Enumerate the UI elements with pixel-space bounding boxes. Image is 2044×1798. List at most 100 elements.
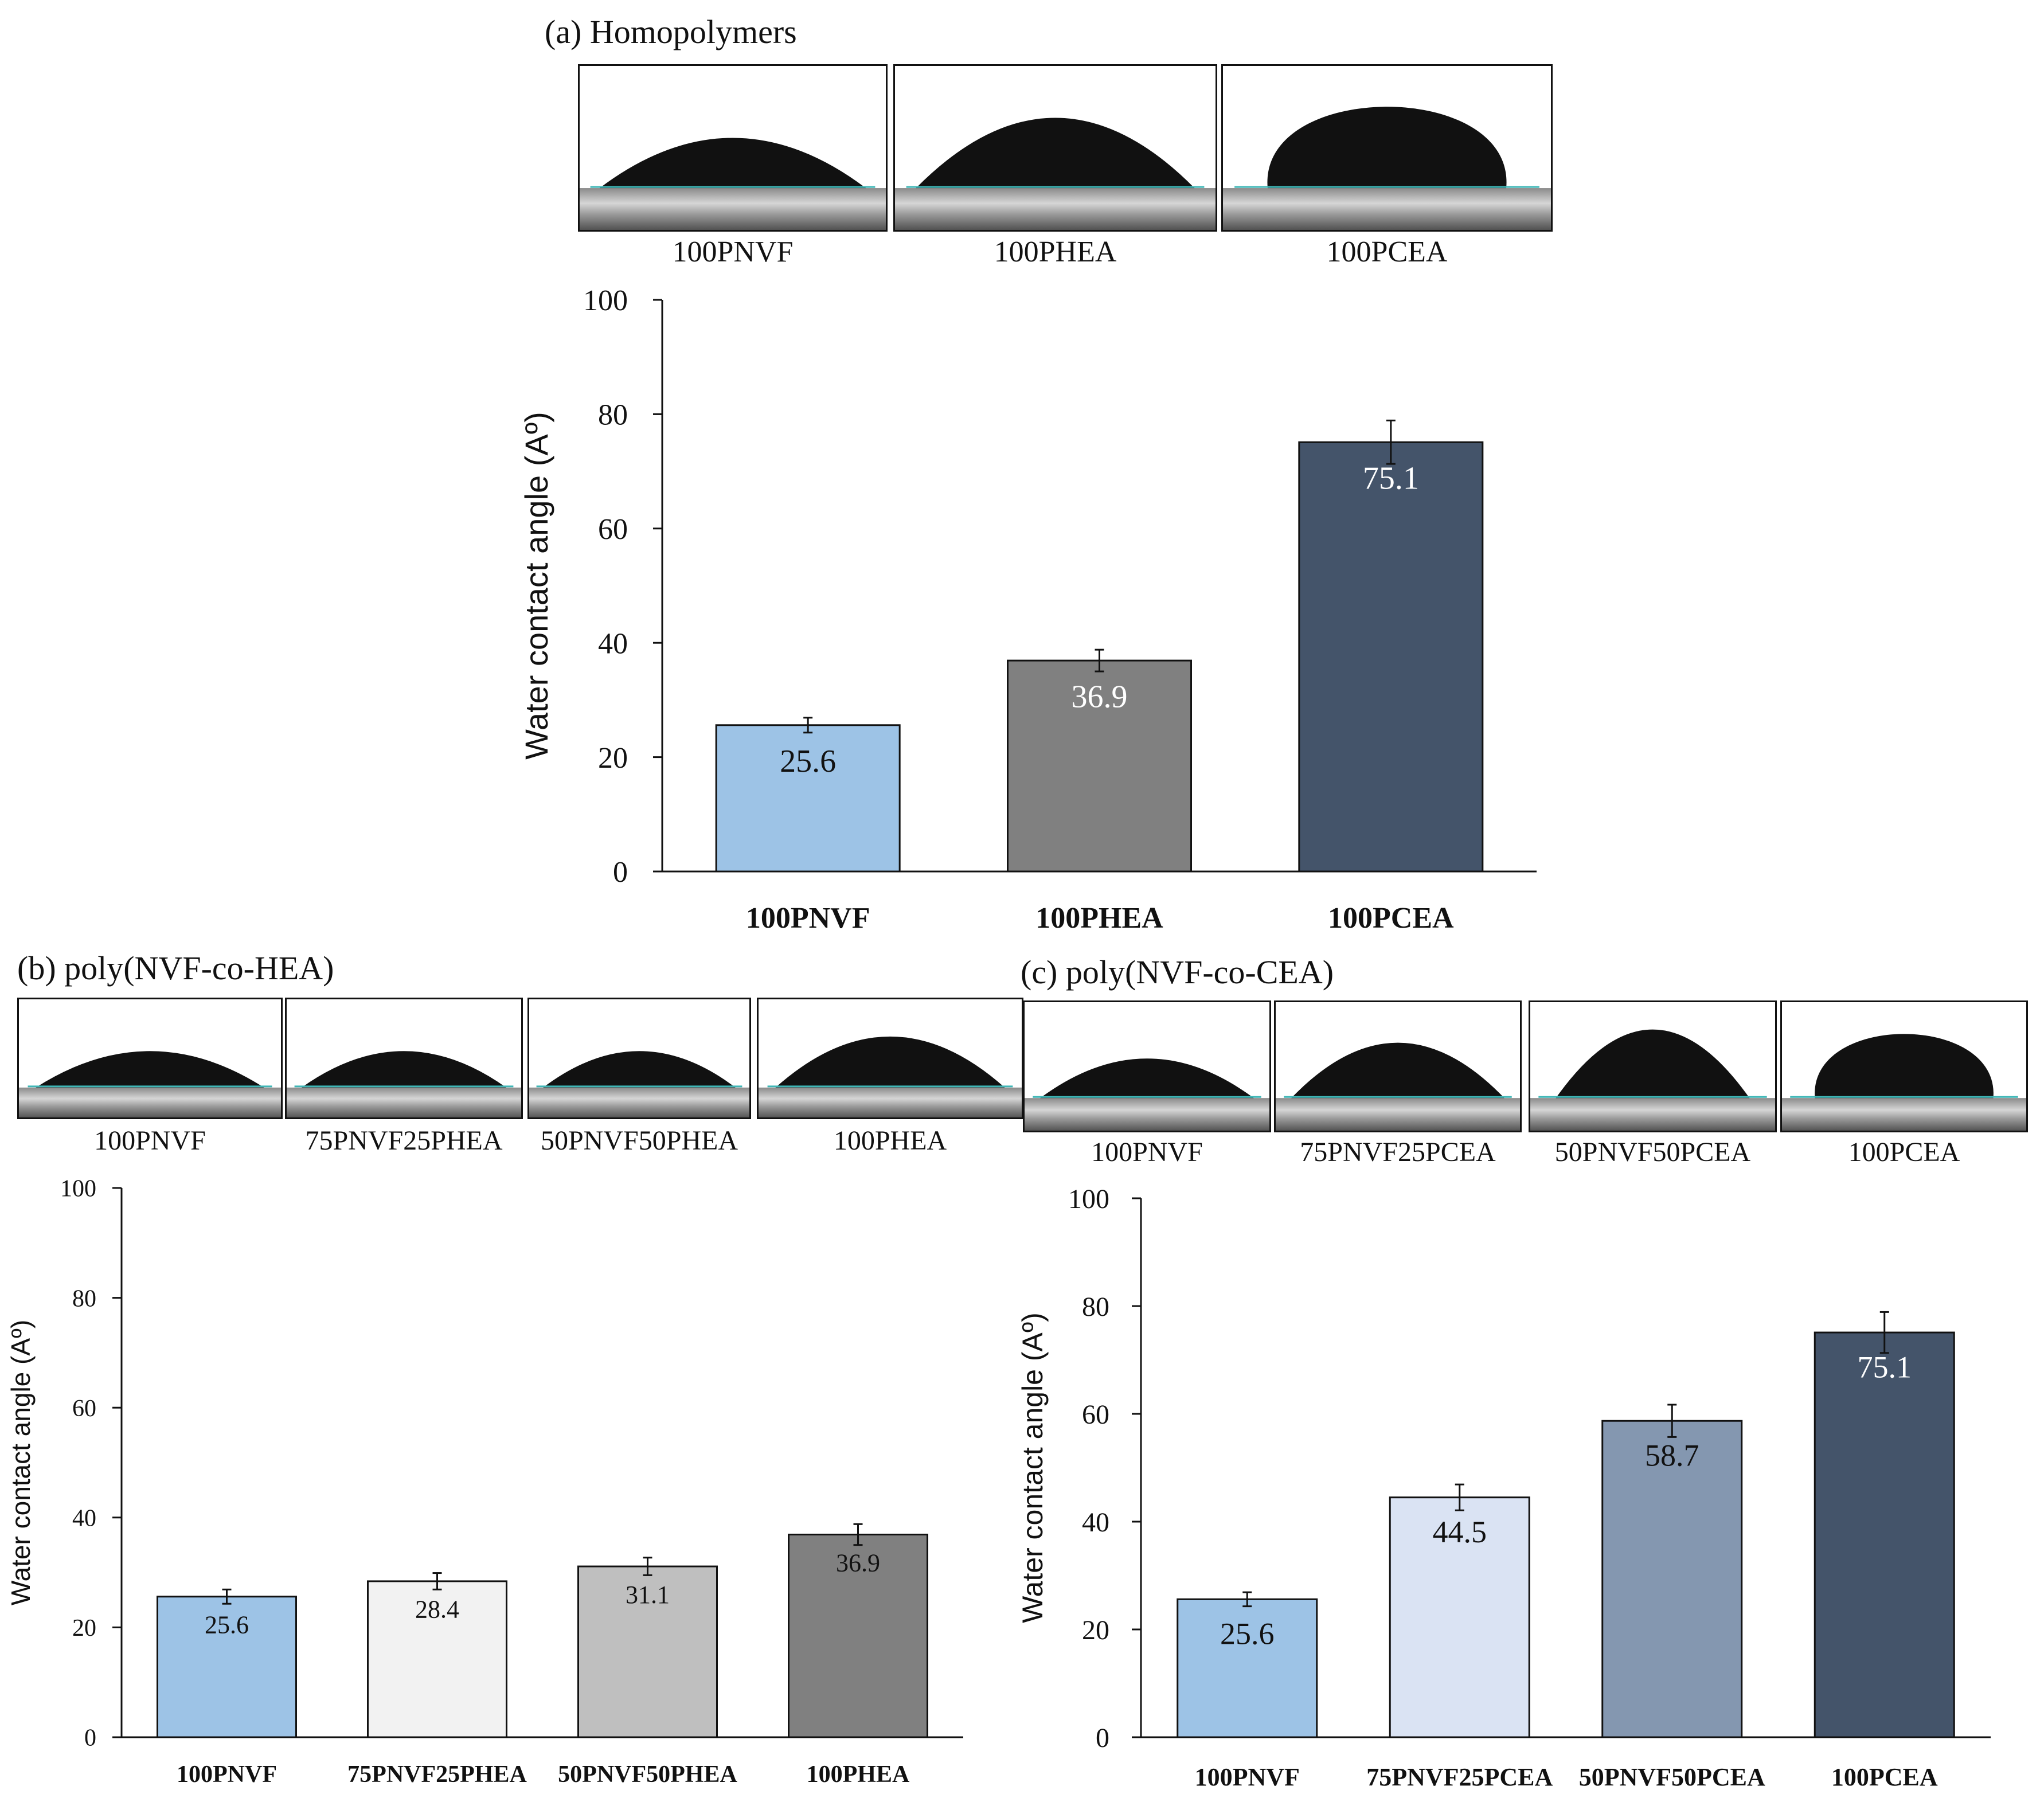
y-tick-label: 80	[72, 1285, 96, 1312]
water-droplet	[599, 138, 866, 189]
data-label: 25.6	[780, 744, 836, 779]
y-tick-label: 20	[598, 742, 628, 775]
data-label: 25.6	[1220, 1617, 1275, 1651]
category-label: 100PCEA	[1831, 1763, 1938, 1791]
substrate	[1023, 1098, 1271, 1132]
bar-100PNVF	[715, 724, 901, 873]
data-label: 75.1	[1858, 1350, 1912, 1384]
substrate	[527, 1087, 751, 1119]
photo-label: 100PCEA	[1848, 1137, 1960, 1167]
y-axis-label: Water contact angle (Aº)	[1017, 1312, 1049, 1623]
photo-label: 50PNVF50PCEA	[1554, 1137, 1751, 1167]
category-label: 100PCEA	[1328, 902, 1454, 935]
water-droplet	[1267, 107, 1507, 189]
data-label: 31.1	[626, 1581, 670, 1609]
droplet-photo	[527, 998, 751, 1119]
y-tick-label: 0	[613, 856, 628, 889]
bar-100PNVF	[157, 1596, 297, 1738]
substrate	[285, 1087, 523, 1119]
substrate	[1529, 1098, 1777, 1132]
bar-100PHEA	[1007, 659, 1192, 873]
category-label: 75PNVF25PCEA	[1366, 1763, 1553, 1791]
y-tick-label: 0	[84, 1725, 96, 1752]
y-tick-label: 40	[598, 627, 628, 660]
category-label: 100PHEA	[807, 1761, 910, 1788]
water-droplet	[916, 118, 1195, 189]
substrate	[757, 1087, 1023, 1119]
category-label: 100PNVF	[1195, 1763, 1300, 1791]
bar-100PCEA	[1298, 441, 1484, 873]
water-droplet	[1291, 1042, 1504, 1099]
y-tick-label: 80	[1082, 1292, 1109, 1322]
y-tick-label: 100	[1068, 1184, 1109, 1214]
y-tick-label: 20	[1082, 1615, 1109, 1645]
category-label: 75PNVF25PHEA	[347, 1761, 527, 1788]
category-label: 50PNVF50PHEA	[558, 1761, 737, 1788]
y-axis-label: Water contact angle (Aº)	[6, 1320, 36, 1605]
droplet-photo	[285, 998, 523, 1119]
substrate	[893, 188, 1217, 232]
photo-label: 50PNVF50PHEA	[540, 1125, 738, 1156]
category-label: 100PNVF	[177, 1761, 277, 1788]
y-tick-label: 100	[60, 1176, 96, 1202]
water-droplet	[543, 1051, 736, 1088]
droplet-photo	[1529, 1000, 1777, 1132]
bar-50PNVF50PHEA	[577, 1565, 718, 1738]
water-droplet	[36, 1051, 264, 1088]
panel-b-title: (b) poly(NVF-co-HEA)	[17, 949, 334, 987]
photo-label: 100PNVF	[94, 1125, 206, 1156]
y-tick-label: 40	[1082, 1507, 1109, 1538]
droplet-photo	[757, 998, 1023, 1119]
y-tick-label: 100	[583, 284, 628, 317]
bar-100PCEA	[1814, 1331, 1955, 1738]
droplet-photo	[578, 64, 888, 232]
photo-label: 100PHEA	[833, 1125, 947, 1156]
photo-label: 100PNVF	[1091, 1137, 1203, 1167]
data-label: 28.4	[415, 1596, 459, 1624]
y-tick-label: 60	[72, 1396, 96, 1422]
panel-c-title: (c) poly(NVF-co-CEA)	[1021, 953, 1334, 991]
data-label: 36.9	[1072, 679, 1128, 714]
bar-50PNVF50PCEA	[1601, 1420, 1743, 1738]
water-droplet	[302, 1051, 506, 1088]
photo-label: 75PNVF25PHEA	[305, 1125, 503, 1156]
y-tick-label: 60	[1082, 1400, 1109, 1430]
y-tick-label: 20	[72, 1615, 96, 1641]
y-tick-label: 40	[72, 1506, 96, 1532]
bar-100PHEA	[788, 1533, 928, 1738]
photo-label: 75PNVF25PCEA	[1300, 1137, 1496, 1167]
water-droplet	[775, 1036, 1005, 1088]
y-tick-label: 0	[1096, 1723, 1109, 1753]
y-tick-label: 80	[598, 399, 628, 432]
category-label: 100PNVF	[746, 902, 870, 935]
bar-75PNVF25PHEA	[367, 1580, 507, 1738]
photo-label: 100PHEA	[994, 236, 1117, 268]
droplet-photo	[893, 64, 1217, 232]
droplet-photo	[1221, 64, 1553, 232]
bar-100PNVF	[1177, 1598, 1318, 1738]
data-label: 75.1	[1363, 460, 1419, 496]
droplet-photo	[1274, 1000, 1522, 1132]
y-tick-label: 60	[598, 513, 628, 546]
y-axis-label: Water contact angle (Aº)	[518, 412, 554, 760]
category-label: 50PNVF50PCEA	[1579, 1763, 1765, 1791]
substrate	[1274, 1098, 1522, 1132]
substrate	[578, 188, 888, 232]
data-label: 58.7	[1645, 1439, 1699, 1473]
data-label: 36.9	[836, 1549, 880, 1577]
substrate	[17, 1087, 283, 1119]
substrate	[1221, 188, 1553, 232]
water-droplet	[1815, 1034, 1994, 1099]
water-droplet	[1040, 1058, 1254, 1099]
water-droplet	[1556, 1029, 1750, 1099]
photo-label: 100PNVF	[672, 236, 794, 268]
chart-a-homopolymers: 0 20 40 60 80 100 Water contact angle (Aº) 25.6…	[518, 284, 1537, 935]
photo-label: 100PCEA	[1326, 236, 1448, 268]
droplet-photo	[17, 998, 283, 1119]
data-label: 25.6	[205, 1611, 249, 1639]
data-label: 44.5	[1433, 1515, 1487, 1549]
category-label: 100PHEA	[1035, 902, 1163, 935]
bar-75PNVF25PCEA	[1389, 1496, 1530, 1738]
